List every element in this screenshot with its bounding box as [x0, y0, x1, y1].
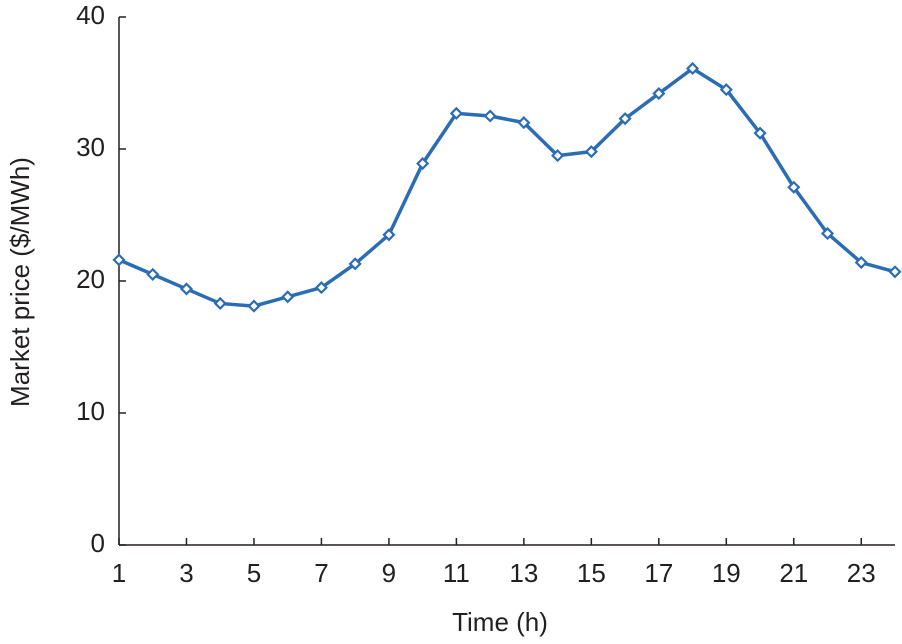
- x-tick-label: 7: [314, 558, 328, 588]
- marker: [314, 281, 328, 295]
- marker: [179, 282, 194, 296]
- marker: [112, 253, 126, 267]
- marker: [449, 106, 463, 120]
- marker: [483, 109, 497, 123]
- y-tick-label: 30: [76, 132, 105, 162]
- x-tick-label: 11: [443, 558, 470, 588]
- y-tick-label: 10: [76, 396, 105, 426]
- marker: [146, 267, 160, 281]
- line: [118, 66, 896, 308]
- marker: [753, 126, 767, 140]
- x-tick-label: 23: [847, 558, 876, 588]
- x-tick-label: 5: [247, 558, 261, 588]
- y-axis-label: Market price ($/MWh): [5, 157, 35, 407]
- marker: [888, 265, 902, 279]
- marker: [551, 149, 565, 163]
- marker: [719, 83, 733, 97]
- x-tick-label: 9: [382, 558, 396, 588]
- y-tick-label: 40: [76, 0, 105, 30]
- marker: [787, 180, 801, 194]
- marker: [584, 145, 598, 159]
- marker: [820, 226, 835, 241]
- marker: [348, 257, 362, 271]
- x-tick-label: 19: [712, 558, 741, 588]
- y-tick-label: 0: [91, 528, 105, 558]
- x-tick-label: 21: [779, 558, 808, 588]
- marker: [517, 116, 531, 130]
- marker: [652, 87, 666, 101]
- x-tick-label: 17: [644, 558, 673, 588]
- marker: [416, 156, 430, 171]
- marker: [854, 255, 868, 270]
- marker: [686, 61, 700, 76]
- x-tick-label: 13: [509, 558, 538, 588]
- x-tick-label: 3: [179, 558, 193, 588]
- marker: [382, 228, 396, 242]
- marker: [618, 112, 632, 126]
- x-axis-label: Time (h): [452, 607, 548, 637]
- x-tick-label: 1: [112, 558, 126, 588]
- marker: [281, 290, 295, 304]
- marker: [247, 299, 261, 313]
- x-tick-label: 15: [577, 558, 606, 588]
- y-tick-label: 20: [76, 264, 105, 294]
- marker: [213, 296, 227, 310]
